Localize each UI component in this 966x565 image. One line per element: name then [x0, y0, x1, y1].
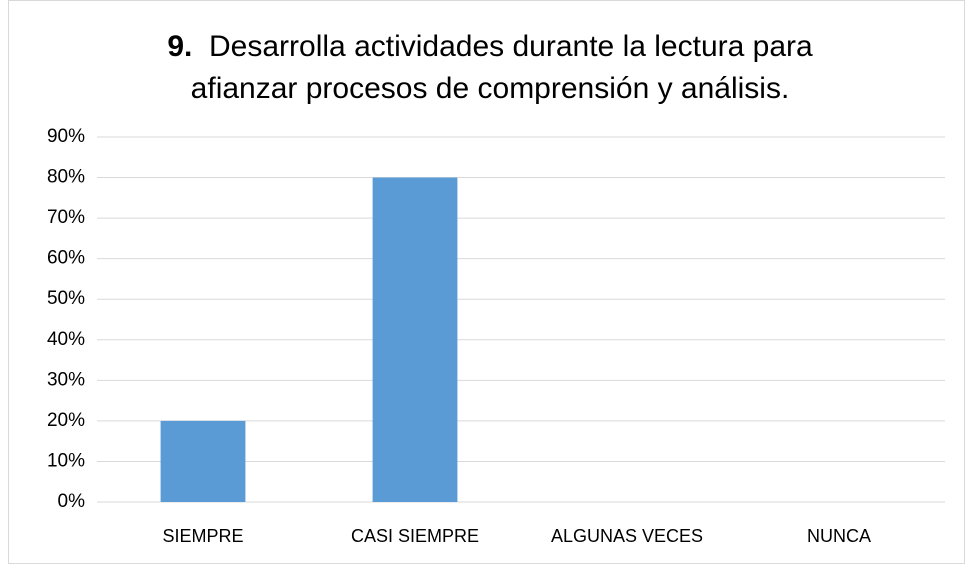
y-tick-label: 20%: [47, 410, 85, 431]
title-number: 9.: [167, 30, 192, 63]
chart-title: afianzar procesos de comprensión y análi…: [191, 72, 790, 105]
y-tick-label: 50%: [47, 288, 85, 309]
bar: [160, 420, 246, 502]
x-tick-label: SIEMPRE: [162, 526, 243, 546]
y-tick-label: 70%: [47, 207, 85, 228]
title-line: Desarrolla actividades durante la lectur…: [209, 30, 813, 63]
y-tick-label: 80%: [47, 167, 85, 188]
y-tick-label: 0%: [58, 491, 86, 512]
y-tick-label: 60%: [47, 248, 85, 269]
x-tick-label: CASI SIEMPRE: [351, 526, 479, 546]
x-tick-label: ALGUNAS VECES: [551, 526, 703, 546]
y-tick-label: 30%: [47, 369, 85, 390]
y-tick-label: 10%: [47, 450, 85, 471]
bar: [372, 177, 458, 503]
title-space: [192, 30, 209, 63]
chart-title: 9. Desarrolla actividades durante la lec…: [167, 30, 813, 63]
y-tick-label: 90%: [47, 126, 85, 147]
x-tick-label: NUNCA: [807, 526, 871, 546]
y-tick-label: 40%: [47, 329, 85, 350]
